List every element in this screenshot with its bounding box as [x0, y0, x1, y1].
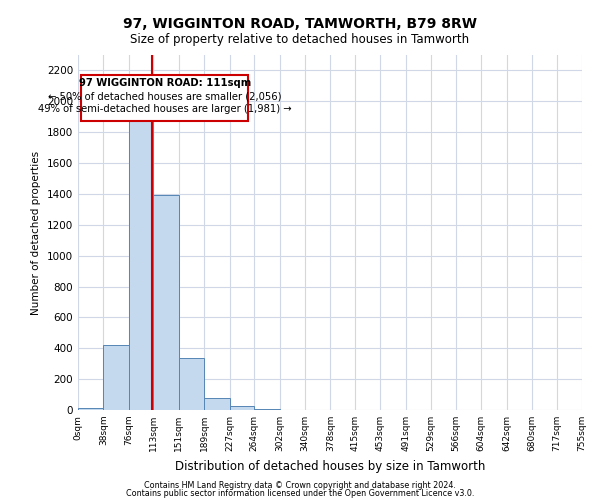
- Text: Contains public sector information licensed under the Open Government Licence v3: Contains public sector information licen…: [126, 488, 474, 498]
- Bar: [103, 345, 129, 410]
- Bar: [154, 196, 179, 410]
- Text: Size of property relative to detached houses in Tamworth: Size of property relative to detached ho…: [130, 32, 470, 46]
- Bar: [204, 398, 230, 410]
- X-axis label: Distribution of detached houses by size in Tamworth: Distribution of detached houses by size …: [175, 460, 485, 472]
- Text: ← 50% of detached houses are smaller (2,056): ← 50% of detached houses are smaller (2,…: [48, 92, 281, 102]
- Text: 49% of semi-detached houses are larger (1,981) →: 49% of semi-detached houses are larger (…: [38, 104, 292, 114]
- Text: Contains HM Land Registry data © Crown copyright and database right 2024.: Contains HM Land Registry data © Crown c…: [144, 481, 456, 490]
- Y-axis label: Number of detached properties: Number of detached properties: [31, 150, 41, 314]
- Bar: [254, 409, 280, 410]
- Text: 97, WIGGINTON ROAD, TAMWORTH, B79 8RW: 97, WIGGINTON ROAD, TAMWORTH, B79 8RW: [123, 18, 477, 32]
- Bar: [129, 92, 154, 410]
- Bar: [78, 408, 103, 410]
- FancyBboxPatch shape: [82, 75, 248, 120]
- Text: 97 WIGGINTON ROAD: 111sqm: 97 WIGGINTON ROAD: 111sqm: [79, 78, 251, 88]
- Bar: [179, 358, 204, 410]
- Bar: [230, 406, 254, 410]
